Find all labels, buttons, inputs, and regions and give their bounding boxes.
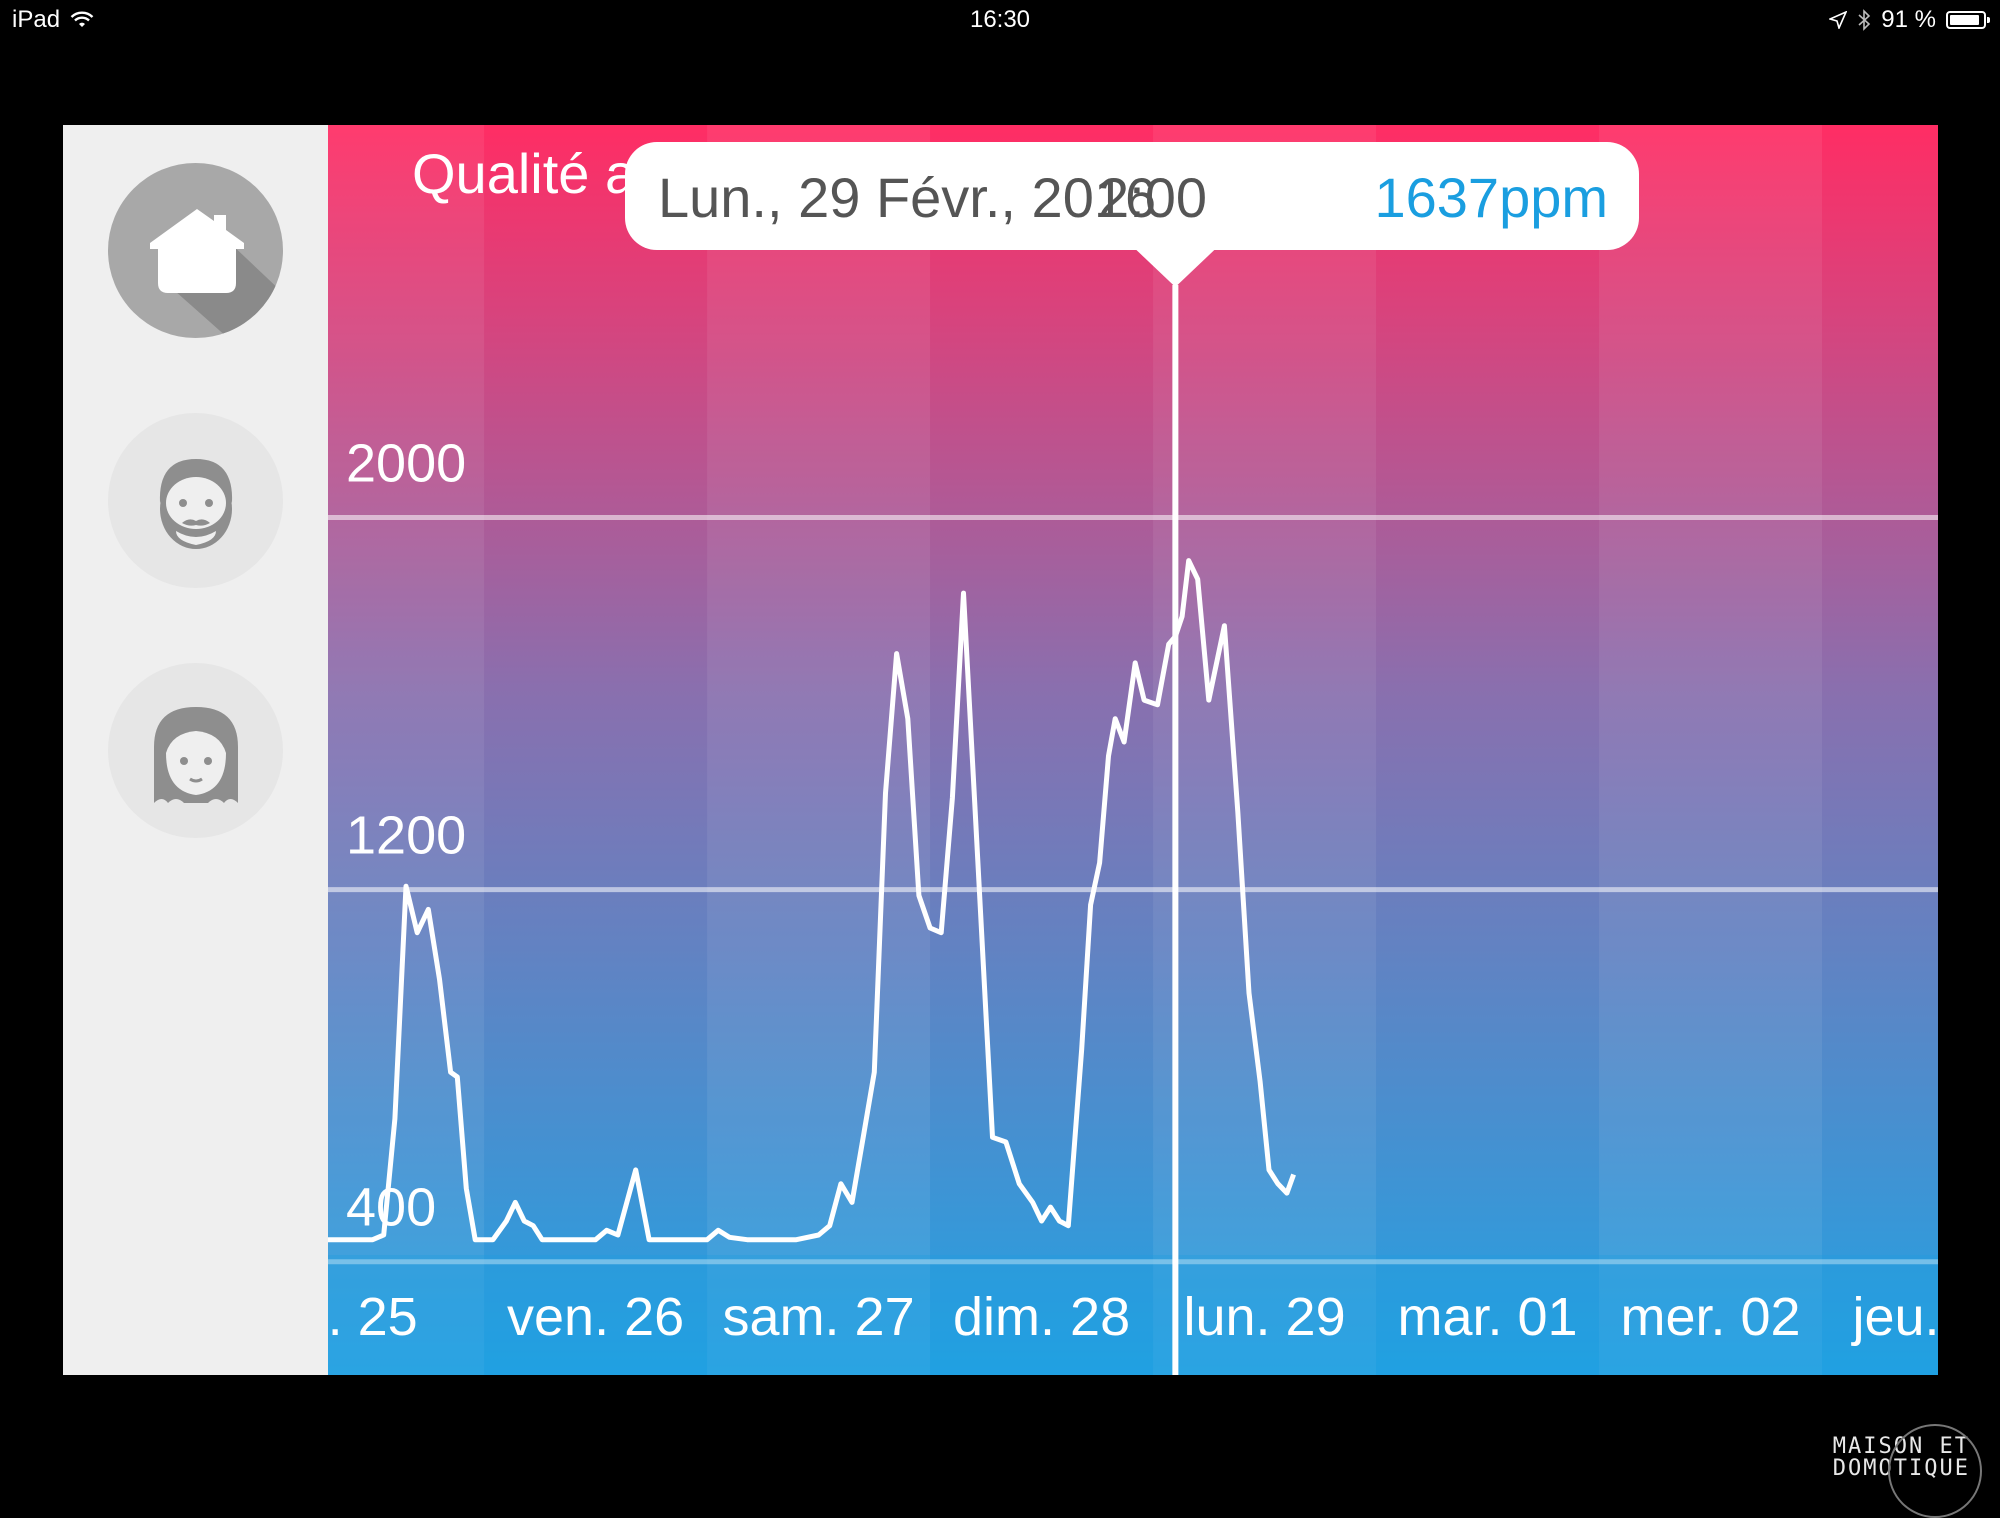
tooltip: Lun., 29 Févr., 2016 2:00 1637ppm: [625, 142, 1639, 250]
profile-sidebar: [63, 125, 328, 1375]
y-tick-label: 400: [346, 1178, 436, 1238]
axis-strip: [328, 1255, 1938, 1375]
tooltip-box: [625, 142, 1639, 250]
x-tick-label[interactable]: . 25: [328, 1287, 418, 1347]
x-tick-label[interactable]: dim. 28: [953, 1287, 1130, 1347]
house-icon: [150, 209, 283, 338]
x-tick-label[interactable]: lun. 29: [1183, 1287, 1345, 1347]
status-bar: iPad 16:30 91 %: [0, 0, 2000, 40]
watermark-circle: [1888, 1424, 1982, 1518]
x-tick-label[interactable]: jeu. 03: [1850, 1287, 1938, 1347]
chart-canvas[interactable]: 2000 1200 400 . 25 ven. 26 sam. 27 dim. 28 lun…: [328, 125, 1938, 1375]
location-arrow-icon: [1829, 11, 1848, 29]
y-tick-labels: 2000 1200 400: [346, 434, 466, 1238]
chart-background: [328, 125, 1938, 1375]
y-tick-label: 2000: [346, 434, 466, 494]
day-band: [1153, 125, 1377, 1375]
tooltip-time: 2:00: [1098, 166, 1207, 229]
day-bands: [328, 125, 1823, 1375]
watermark-logo: MAISON ET DOMOTIQUE: [1833, 1424, 1982, 1518]
status-left: iPad: [12, 6, 94, 34]
tooltip-value: 1637ppm: [1374, 166, 1608, 229]
air-quality-chart[interactable]: 2000 1200 400 . 25 ven. 26 sam. 27 dim. 28 lun…: [328, 125, 1938, 1375]
tooltip-pointer: [1135, 249, 1216, 287]
tooltip-date: Lun., 29 Févr., 2016: [658, 166, 1156, 229]
grid-lines: [328, 515, 1938, 1265]
x-tick-label[interactable]: sam. 27: [723, 1287, 915, 1347]
app-window: 2000 1200 400 . 25 ven. 26 sam. 27 dim. 28 lun…: [63, 125, 1938, 1375]
day-band: [1599, 125, 1823, 1375]
profile-woman-button[interactable]: [108, 663, 283, 838]
device-name: iPad: [12, 6, 61, 33]
status-time: 16:30: [969, 6, 1031, 33]
man-face-icon: [159, 458, 232, 549]
series-line: [328, 558, 1296, 1243]
x-tick-label[interactable]: ven. 26: [507, 1287, 684, 1347]
woman-face-icon: [153, 706, 238, 803]
x-tick-label[interactable]: mer. 02: [1621, 1287, 1801, 1347]
battery-percent: 91 %: [1881, 6, 1936, 33]
profile-man-button[interactable]: [108, 413, 283, 588]
day-band: [707, 125, 931, 1375]
cursor-line[interactable]: [1172, 285, 1179, 1375]
bluetooth-icon: [1858, 9, 1871, 31]
y-tick-label: 1200: [346, 806, 466, 866]
day-band: [328, 125, 485, 1375]
battery-level: [1950, 15, 1980, 25]
status-right: 91 %: [1829, 6, 1990, 34]
wifi-icon: [70, 11, 94, 27]
x-tick-label[interactable]: mar. 01: [1398, 1287, 1578, 1347]
chart-title: Qualité air: [412, 142, 667, 205]
battery-icon: [1946, 11, 1990, 29]
profile-home-button[interactable]: [108, 163, 283, 338]
x-tick-labels[interactable]: . 25 ven. 26 sam. 27 dim. 28 lun. 29 mar. 01 m…: [328, 1287, 1938, 1347]
